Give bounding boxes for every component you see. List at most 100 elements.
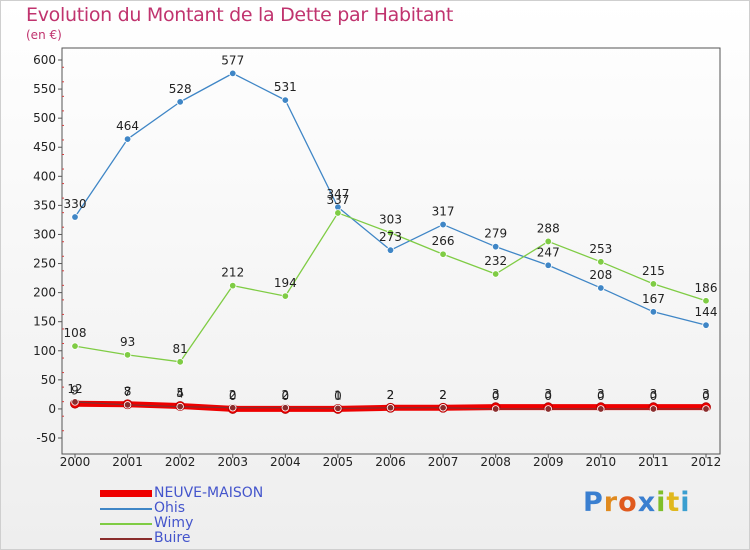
data-point-ohis [71,213,79,221]
data-label-buire: 4 [176,387,184,401]
data-label-ohis: 330 [64,197,87,211]
legend-item-ohis: Ohis [100,501,263,516]
data-label-ohis: 464 [116,119,139,133]
legend-label-buire: Buire [154,530,191,546]
data-label-ohis: 317 [432,205,455,219]
y-tick-label: 50 [41,373,56,387]
y-tick-label: 200 [33,286,56,300]
data-label-buire: 12 [67,382,82,396]
y-tick-label: 350 [33,198,56,212]
data-point-ohis [229,69,237,78]
y-tick-label: 450 [33,140,56,154]
data-label-neuve-maison: 9 [71,384,79,398]
data-label-neuve-maison: 0 [229,389,237,403]
data-label-neuve-maison: 8 [124,384,132,398]
data-label-buire: 0 [597,389,605,403]
y-tick-label: 500 [33,111,56,125]
data-point-buire [281,404,290,412]
data-point-buire [334,404,342,413]
data-label-buire: 2 [282,388,290,402]
x-tick-label: 2006 [375,455,406,469]
x-tick-label: 2004 [270,455,301,469]
data-point-wimy [281,292,290,300]
data-label-wimy: 337 [326,193,349,207]
data-label-wimy: 194 [274,276,297,290]
y-tick-label: 600 [33,53,56,67]
data-label-ohis: 273 [379,230,402,244]
proxiti-logo: Proxiti [583,487,691,518]
data-point-ohis [597,284,605,292]
data-label-buire: 7 [124,385,132,399]
data-point-buire [491,405,500,413]
data-label-buire: 2 [387,388,395,402]
x-tick-label: 2001 [112,455,143,469]
x-tick-label: 2008 [480,455,511,469]
data-point-wimy [386,229,395,237]
logo-letter: P [583,487,604,518]
data-point-wimy [439,250,447,258]
y-tick-label: 250 [33,257,56,271]
data-point-buire [649,405,658,413]
data-label-wimy: 215 [642,264,665,278]
x-tick-label: 2007 [428,455,459,469]
x-tick-label: 2010 [586,455,617,469]
data-label-neuve-maison: 3 [650,387,658,401]
data-point-buire [597,405,605,413]
data-label-ohis: 577 [221,53,244,67]
data-label-ohis: 208 [589,268,612,282]
data-label-buire: 2 [229,388,237,402]
data-point-buire [123,401,132,409]
data-label-ohis: 247 [537,245,560,259]
y-tick-label: 100 [33,344,56,358]
data-label-wimy: 186 [695,281,718,295]
data-label-buire: 0 [544,389,552,403]
data-label-neuve-maison: 3 [492,387,500,401]
data-point-wimy [544,237,552,246]
data-label-wimy: 108 [64,326,87,340]
data-label-wimy: 266 [432,234,455,248]
data-point-wimy [649,280,658,288]
legend-item-neuve-maison: NEUVE-MAISON [100,486,263,501]
data-point-buire [176,402,184,411]
data-label-neuve-maison: 0 [282,389,290,403]
data-point-ohis [386,246,395,254]
legend-swatch-buire [100,537,152,540]
data-point-wimy [597,258,605,266]
x-tick-label: 2005 [323,455,354,469]
data-label-wimy: 212 [221,266,244,280]
data-point-ohis [702,321,710,329]
data-point-buire [71,398,79,406]
data-point-wimy [229,281,237,290]
y-tick-label: 0 [48,402,56,416]
data-label-ohis: 528 [169,82,192,96]
logo-letter: i [656,487,667,518]
legend-item-buire: Buire [100,531,263,546]
x-tick-label: 2003 [217,455,248,469]
y-tick-label: 400 [33,169,56,183]
series-line-ohis [74,72,707,326]
logo-letter: i [680,487,691,518]
data-label-neuve-maison: 5 [176,386,184,400]
data-label-ohis: 144 [695,305,718,319]
legend-swatch-wimy [100,522,152,525]
data-point-ohis [281,96,290,104]
x-tick-label: 2000 [60,455,91,469]
logo-letter: r [603,487,619,518]
data-label-buire: 2 [439,388,447,402]
data-label-wimy: 93 [120,335,135,349]
data-label-neuve-maison: 2 [387,388,395,402]
legend-label-neuve-maison: NEUVE-MAISON [154,485,264,501]
data-point-ohis [491,242,500,251]
data-point-buire [439,404,447,412]
data-label-neuve-maison: 0 [334,389,342,403]
data-point-wimy [334,209,342,217]
legend-swatch-ohis [100,507,152,510]
data-point-buire [229,404,237,412]
data-label-wimy: 253 [589,242,612,256]
legend-swatch-neuve-maison [100,490,152,497]
data-label-neuve-maison: 3 [597,387,605,401]
data-point-wimy [702,297,710,305]
x-tick-label: 2011 [638,455,669,469]
data-point-ohis [123,135,132,143]
